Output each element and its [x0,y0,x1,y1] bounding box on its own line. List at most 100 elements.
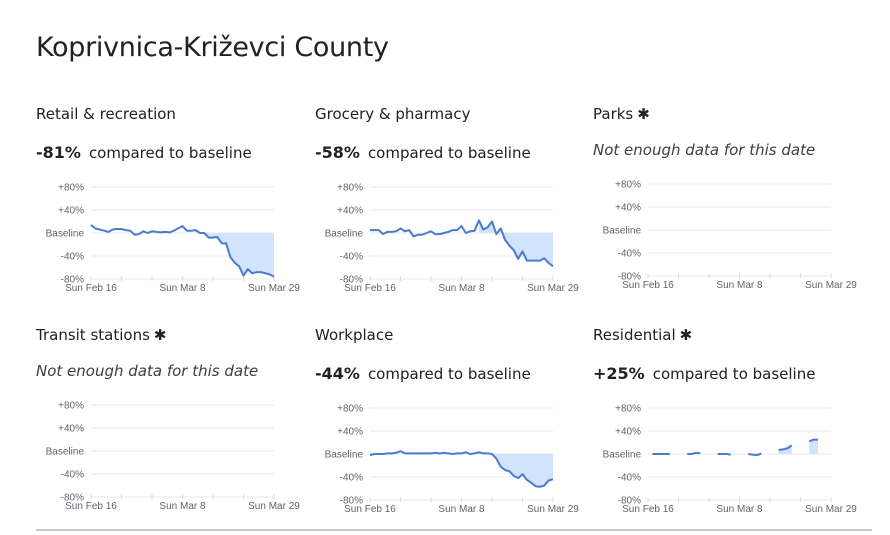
trend-line[interactable] [808,438,818,443]
y-tick-label: -80% [61,493,84,504]
x-tick-label: Sun Mar 29 [805,504,857,515]
compared-label: compared to baseline [88,144,252,162]
asterisk-icon[interactable]: ✱ [679,326,693,344]
compared-label: compared to baseline [652,365,816,383]
x-tick-label: Sun Feb 16 [622,280,674,291]
y-tick-label: +40% [337,206,363,217]
y-tick-label: -40% [340,473,363,484]
y-tick-label: -80% [340,275,363,286]
x-tick-label: Sun Mar 29 [248,283,300,294]
percent-change: +25% [593,364,645,383]
x-tick-label: Sun Feb 16 [622,504,674,515]
y-tick-label: +40% [58,424,84,435]
panel-workplace: Workplace -44% compared to baseline +80% +40… [315,326,585,531]
y-tick-label: -80% [61,275,84,286]
x-tick-label: Sun Mar 8 [159,283,206,294]
y-tick-label: +80% [615,180,641,191]
panel-title-text: Grocery & pharmacy [315,105,471,123]
panel-title: Transit stations ✱ [36,326,166,344]
x-tick-label: Sun Feb 16 [65,501,117,512]
panel-title: Grocery & pharmacy [315,105,470,123]
percent-change: -81% [36,143,81,162]
x-tick-label: Sun Feb 16 [344,504,396,515]
mobility-chart[interactable]: +80% +40% Baseline -40% -80%Sun Feb 16 Sun Ma… [593,401,858,516]
x-tick-label: Sun Mar 29 [527,504,579,515]
y-tick-label: -40% [618,249,641,260]
panel-title-text: Parks [593,105,634,123]
mobility-chart[interactable]: +80% +40% Baseline -40% -80%Sun Feb 16 Sun Ma… [36,180,301,295]
compared-label: compared to baseline [367,365,531,383]
panel-transit-stations: Transit stations ✱ Not enough data for thi… [36,326,306,531]
x-tick-label: Sun Mar 8 [438,504,485,515]
y-tick-label: -40% [61,470,84,481]
panel-residential: Residential ✱ +25% compared to baseline +80%… [593,326,863,531]
panel-title-text: Retail & recreation [36,105,176,123]
trend-line[interactable] [90,224,275,278]
x-tick-label: Sun Mar 8 [159,501,206,512]
no-data-message: Not enough data for this date [593,141,816,159]
asterisk-icon[interactable]: ✱ [153,326,167,344]
y-tick-label: Baseline [46,229,85,240]
panel-grocery-pharmacy: Grocery & pharmacy -58% compared to baseli… [315,105,585,310]
trend-line[interactable] [748,452,762,457]
y-tick-label: +80% [58,401,84,412]
y-tick-label: Baseline [603,450,642,461]
panel-parks: Parks ✱ Not enough data for this date +80% +… [593,105,863,310]
y-tick-label: Baseline [325,450,364,461]
panel-title: Retail & recreation [36,105,176,123]
mobility-chart[interactable]: +80% +40% Baseline -40% -80%Sun Feb 16 Sun Ma… [36,398,301,513]
panel-title-text: Residential [593,326,676,344]
page-title: Koprivnica-Križevci County [36,32,389,63]
x-tick-label: Sun Mar 29 [527,283,579,294]
y-tick-label: +40% [337,427,363,438]
panel-title: Workplace [315,326,393,344]
deviation-area [199,233,274,277]
deviation-area [478,220,553,267]
y-tick-label: +80% [337,404,363,415]
compared-label: compared to baseline [367,144,531,162]
y-tick-label: Baseline [46,447,85,458]
mobility-chart[interactable]: +80% +40% Baseline -40% -80%Sun Feb 16 Sun Ma… [315,401,580,516]
y-tick-label: Baseline [603,226,642,237]
mobility-chart[interactable]: +80% +40% Baseline -40% -80%Sun Feb 16 Sun Ma… [593,177,858,292]
y-tick-label: -80% [618,272,641,283]
x-tick-label: Sun Mar 29 [248,501,300,512]
deviation-area [478,452,553,487]
y-tick-label: +40% [58,206,84,217]
no-data-message: Not enough data for this date [36,362,259,380]
panel-title: Residential ✱ [593,326,692,344]
panel-title: Parks ✱ [593,105,650,123]
y-tick-label: -80% [618,496,641,507]
x-tick-label: Sun Mar 8 [716,280,763,291]
baseline-stat: +25% compared to baseline [593,364,815,383]
x-tick-label: Sun Feb 16 [65,283,117,294]
y-tick-label: -40% [340,252,363,263]
baseline-stat: -58% compared to baseline [315,143,531,162]
y-tick-label: -40% [618,473,641,484]
trend-line[interactable] [369,450,554,488]
y-tick-label: +80% [58,183,84,194]
asterisk-icon[interactable]: ✱ [637,105,650,123]
y-tick-label: -80% [340,496,363,507]
mobility-chart[interactable]: +80% +40% Baseline -40% -80%Sun Feb 16 Sun Ma… [315,180,580,295]
panel-title-text: Transit stations [36,326,150,344]
x-tick-label: Sun Feb 16 [344,283,396,294]
deviation-area [809,439,818,454]
trend-line[interactable] [687,451,701,455]
x-tick-label: Sun Mar 8 [716,504,763,515]
panel-title-text: Workplace [315,326,394,344]
trend-line[interactable] [370,219,554,268]
percent-change: -44% [315,364,360,383]
x-tick-label: Sun Mar 29 [805,280,857,291]
y-tick-label: +80% [615,404,641,415]
trend-line[interactable] [778,444,793,451]
x-tick-label: Sun Mar 8 [438,283,485,294]
y-tick-label: -40% [61,252,84,263]
baseline-stat: -81% compared to baseline [36,143,252,162]
y-tick-label: +40% [615,427,641,438]
trend-line[interactable] [717,453,731,456]
percent-change: -58% [315,143,360,162]
bottom-divider [36,529,872,531]
panel-retail-recreation: Retail & recreation -81% compared to basel… [36,105,306,310]
y-tick-label: +40% [615,203,641,214]
